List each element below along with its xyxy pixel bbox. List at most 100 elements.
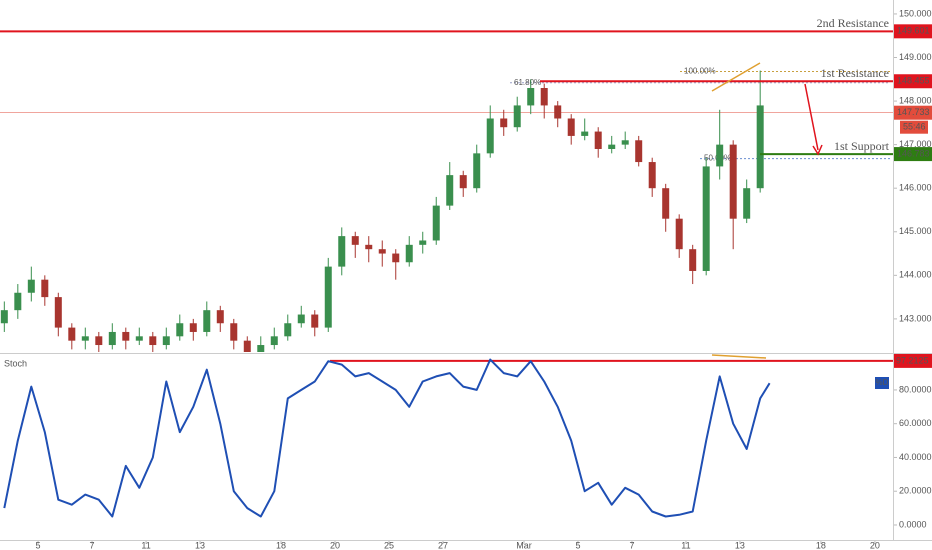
candle-body	[500, 118, 508, 128]
level-box	[893, 74, 932, 89]
candle-body	[324, 266, 332, 328]
y-tick-label: 146.000	[899, 183, 932, 193]
y-tick-label: 148.000	[899, 95, 932, 105]
candle-body	[365, 244, 373, 250]
y-tick-label: 80.0000	[899, 384, 932, 394]
candle-body	[527, 88, 535, 106]
x-tick-label: 20	[870, 540, 880, 550]
y-tick-label: 60.0000	[899, 418, 932, 428]
countdown-box	[900, 120, 928, 134]
candle-body	[135, 336, 143, 341]
trendline	[711, 354, 767, 359]
x-tick-label: 27	[438, 540, 448, 550]
candle-body	[95, 336, 103, 346]
candle-body	[540, 88, 548, 106]
y-tick-label: 150.000	[899, 8, 932, 18]
candle-body	[554, 105, 562, 119]
candle-body	[0, 310, 8, 324]
x-tick-label: 13	[735, 540, 745, 550]
candle-body	[176, 323, 184, 337]
candle-body	[378, 249, 386, 254]
candle-body	[122, 331, 130, 341]
trendline	[711, 62, 761, 92]
candle-body	[648, 162, 656, 189]
candle-body	[216, 310, 224, 324]
level-value: 148.455	[897, 76, 930, 86]
candle-body	[257, 345, 265, 352]
x-tick-label: 18	[276, 540, 286, 550]
candle-body	[311, 314, 319, 328]
level-name: 2nd Resistance	[817, 16, 889, 30]
candle-body	[270, 336, 278, 346]
stoch-title: Stoch	[4, 358, 27, 368]
stoch-line	[3, 358, 771, 518]
candle-body	[54, 297, 62, 328]
x-tick-label: 7	[90, 540, 95, 550]
candle-body	[473, 153, 481, 189]
candle-body	[108, 331, 116, 346]
candle-body	[189, 323, 197, 332]
level-value: 146.783	[897, 148, 930, 158]
candle-body	[608, 144, 616, 149]
candle-body	[27, 279, 35, 293]
arrow	[804, 83, 819, 151]
x-tick-label: 7	[629, 540, 634, 550]
level-box	[893, 24, 932, 39]
x-tick-label: 18	[816, 540, 826, 550]
x-tick-label: 5	[36, 540, 41, 550]
candle-body	[81, 336, 89, 341]
arrow-head	[812, 144, 823, 156]
candle-body	[405, 244, 413, 263]
y-tick-label: 149.000	[899, 52, 932, 62]
candle-body	[162, 336, 170, 346]
x-tick-label: 11	[141, 540, 150, 550]
candle-body	[662, 188, 670, 219]
candle-body	[702, 166, 710, 271]
fib-label: 100.00%	[684, 67, 716, 76]
x-tick-label: Mar	[516, 540, 532, 550]
x-tick-label: 11	[681, 540, 690, 550]
candle-body	[68, 327, 76, 341]
candle-body	[459, 175, 467, 189]
legend-box	[875, 377, 889, 389]
y-tick-label: 20.0000	[899, 486, 932, 496]
x-tick-label: 5	[575, 540, 580, 550]
candle-body	[203, 310, 211, 332]
axes: 150.000 149.000 148.000 147.000 146.000 145.0…	[36, 8, 932, 550]
level-value: 97.2125	[896, 355, 929, 365]
y-tick-label: 147.000	[899, 139, 932, 149]
candle-body	[392, 253, 400, 263]
candle-body	[743, 188, 751, 219]
last-price-value: 147.733	[897, 107, 930, 117]
legend-label: %D	[876, 378, 889, 387]
candle-body	[486, 118, 494, 154]
candle-body	[243, 340, 251, 352]
candle-body	[149, 336, 157, 346]
stoch-pane	[3, 358, 893, 518]
price-pane: 100.00%61.80%50.00%	[0, 30, 893, 352]
candle-body	[351, 236, 359, 245]
level-name: 1st Resistance	[821, 66, 889, 80]
candle-body	[716, 144, 724, 167]
candle-body	[729, 144, 737, 219]
candle-body	[689, 249, 697, 271]
countdown: 55:46	[903, 122, 926, 132]
level-value: 149.601	[897, 26, 930, 36]
candle-body	[756, 105, 764, 189]
candle-body	[594, 131, 602, 149]
candle-body	[567, 118, 575, 136]
last-price-box	[893, 105, 932, 120]
y-tick-label: 40.0000	[899, 452, 932, 462]
candle-body	[284, 323, 292, 337]
candle-body	[635, 140, 643, 163]
candle-body	[432, 205, 440, 241]
candle-body	[338, 236, 346, 267]
x-tick-label: 13	[195, 540, 205, 550]
level-box	[893, 353, 932, 368]
candle-body	[581, 131, 589, 136]
candle-body	[297, 314, 305, 324]
level-name: 1st Support	[834, 139, 890, 153]
y-tick-label: 0.0000	[899, 519, 927, 529]
candle-body	[621, 140, 629, 145]
